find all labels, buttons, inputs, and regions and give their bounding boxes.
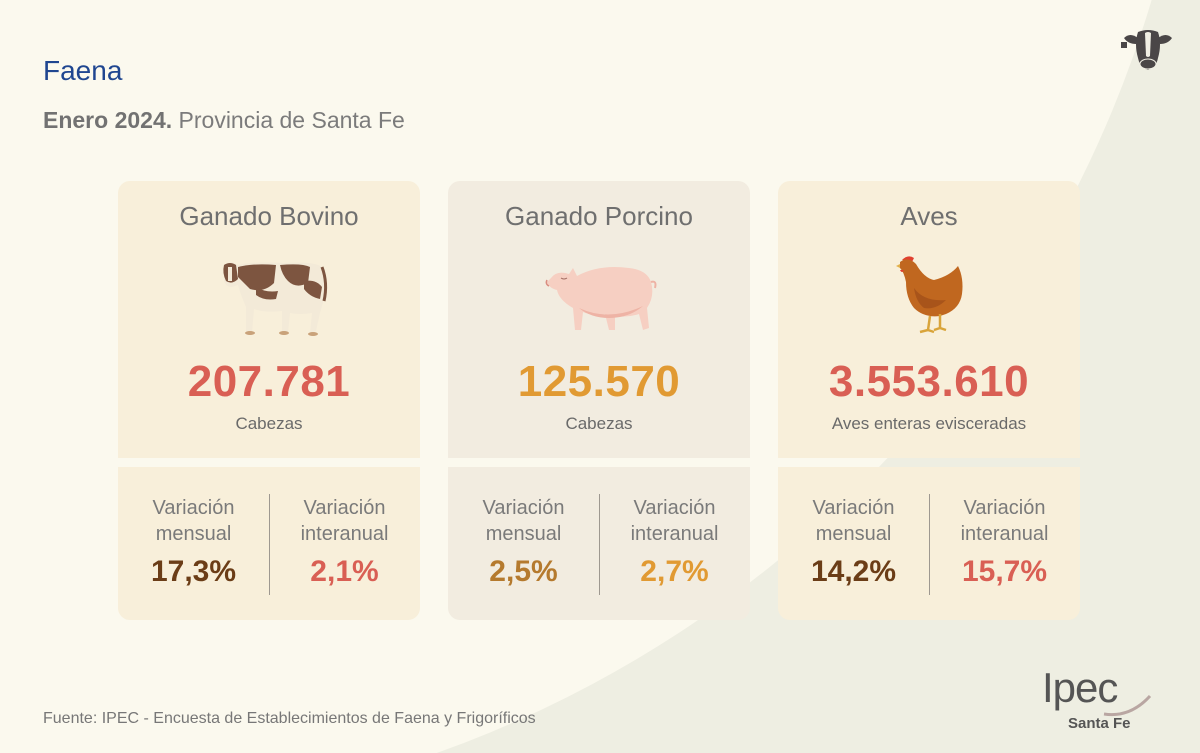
card-unit: Aves enteras evisceradas [831,414,1027,433]
variation-value: 14,2% [810,555,897,588]
source-note: Fuente: IPEC - Encuesta de Establecimien… [43,710,536,727]
variation-yearly: Variación interanual 15,7% [929,495,1080,589]
divider [599,494,600,595]
variation-label: interanual [300,523,389,545]
card-summary-panel [448,181,750,458]
card-title: Ganado Porcino [505,201,693,231]
variation-value: 15,7% [961,555,1048,588]
card-title: Aves [900,201,958,231]
card-value: 125.570 [517,357,681,406]
pig-icon [545,267,657,330]
logo-subtitle: Santa Fe [1068,715,1131,732]
variation-label: interanual [960,523,1049,545]
variation-label: Variación [152,497,235,519]
cow-icon [223,262,328,336]
variation-label: Variación [812,497,895,519]
variation-label: Variación [303,497,386,519]
variation-label: interanual [630,523,719,545]
variation-yearly: Variación interanual 2,7% [599,495,750,589]
logo-wordmark: Ipec [1042,664,1118,711]
card-summary-panel [118,181,420,458]
variation-label: mensual [485,523,562,545]
variation-value: 2,5% [489,555,558,588]
hen-icon [896,256,963,334]
card-value: 3.553.610 [828,357,1030,406]
card-unit: Cabezas [565,414,633,433]
variation-label: mensual [815,523,892,545]
ipec-logo: Ipec Santa Fe [1040,664,1160,740]
card-unit: Cabezas [235,414,303,433]
page-title: Faena [43,55,123,86]
variation-value: 17,3% [150,555,237,588]
variation-label: Variación [633,497,716,519]
logo-swoosh-icon [1103,694,1152,717]
variation-monthly: Variación mensual 14,2% [778,495,929,589]
variation-monthly: Variación mensual 2,5% [448,495,599,589]
variation-yearly: Variación interanual 2,1% [269,495,420,589]
page-subtitle: Enero 2024. Provincia de Santa Fe [43,107,405,134]
variation-value: 2,1% [310,555,379,588]
variation-monthly: Variación mensual 17,3% [118,495,269,589]
cow-head-icon [1121,30,1172,70]
variation-label: mensual [155,523,232,545]
variation-value: 2,7% [640,555,709,588]
variation-label: Variación [482,497,565,519]
variation-label: Variación [963,497,1046,519]
divider [929,494,930,595]
card-title: Ganado Bovino [179,201,359,231]
card-value: 207.781 [187,357,351,406]
subtitle-region: Provincia de Santa Fe [172,107,405,133]
divider [269,494,270,595]
subtitle-period: Enero 2024. [43,107,173,133]
